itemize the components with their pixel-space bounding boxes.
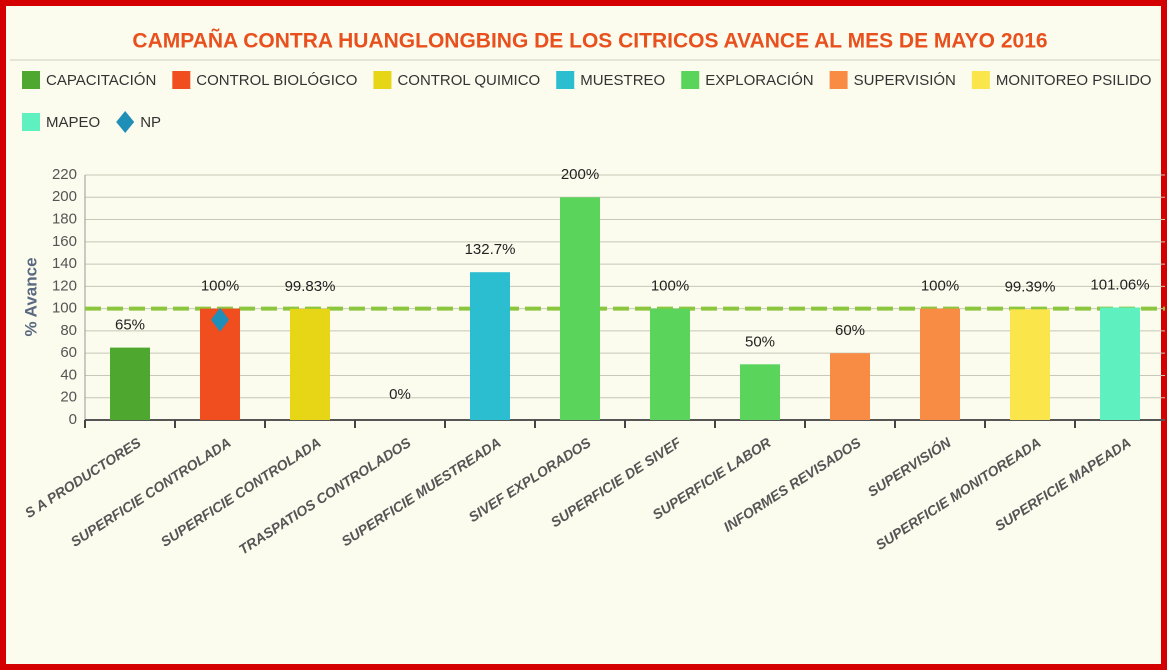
y-tick-label: 200	[52, 188, 77, 205]
y-tick-label: 40	[60, 366, 77, 383]
bar	[1100, 307, 1140, 420]
data-label: 100%	[921, 278, 959, 295]
data-label: 100%	[651, 278, 689, 295]
y-tick-label: 100	[52, 300, 77, 317]
bar	[470, 272, 510, 420]
bar	[1010, 309, 1050, 420]
y-tick-label: 0	[69, 411, 77, 428]
bar	[830, 353, 870, 420]
legend-swatch	[373, 71, 392, 89]
data-label: 50%	[745, 333, 775, 350]
legend-label: MONITOREO PSILIDO	[996, 72, 1152, 89]
legend-swatch	[829, 71, 848, 89]
y-tick-label: 60	[60, 344, 77, 361]
legend-swatch	[556, 71, 575, 89]
legend-label: CAPACITACIÓN	[46, 72, 156, 89]
y-tick-label: 20	[60, 389, 77, 406]
legend-swatch	[681, 71, 700, 89]
y-tick-label: 120	[52, 277, 77, 294]
legend-swatch	[971, 71, 990, 89]
data-label: 60%	[835, 322, 865, 339]
y-tick-label: 140	[52, 255, 77, 272]
legend-swatch	[22, 71, 40, 89]
legend-label: SUPERVISIÓN	[854, 72, 956, 89]
data-label: 0%	[389, 386, 411, 403]
y-tick-label: 160	[52, 233, 77, 250]
chart-title: CAMPAÑA CONTRA HUANGLONGBING DE LOS CITR…	[132, 30, 1047, 53]
data-label: 101.06%	[1090, 276, 1149, 293]
legend-swatch	[22, 113, 40, 131]
y-tick-label: 180	[52, 211, 77, 228]
legend-label: MUESTREO	[580, 72, 665, 89]
legend-label: EXPLORACIÓN	[705, 72, 813, 89]
bar	[110, 347, 150, 420]
bar	[560, 197, 600, 420]
bar	[290, 308, 330, 420]
bar	[650, 308, 690, 420]
data-label: 132.7%	[465, 241, 516, 258]
bar	[920, 308, 960, 420]
legend-label: NP	[140, 114, 161, 131]
data-label: 99.39%	[1005, 278, 1056, 295]
y-tick-label: 220	[52, 166, 77, 183]
data-label: 99.83%	[285, 278, 336, 295]
legend-label: CONTROL QUIMICO	[397, 72, 540, 89]
legend-label: CONTROL BIOLÓGICO	[196, 72, 357, 89]
data-label: 65%	[115, 317, 145, 334]
legend-marker	[116, 111, 135, 133]
legend-label: MAPEO	[46, 114, 100, 131]
y-tick-label: 80	[60, 322, 77, 339]
data-label: 100%	[201, 278, 239, 295]
legend-swatch	[172, 71, 191, 89]
bar	[740, 364, 780, 420]
data-label: 200%	[561, 166, 599, 183]
np-marker	[211, 307, 229, 332]
y-axis-label: % Avance	[21, 257, 40, 336]
